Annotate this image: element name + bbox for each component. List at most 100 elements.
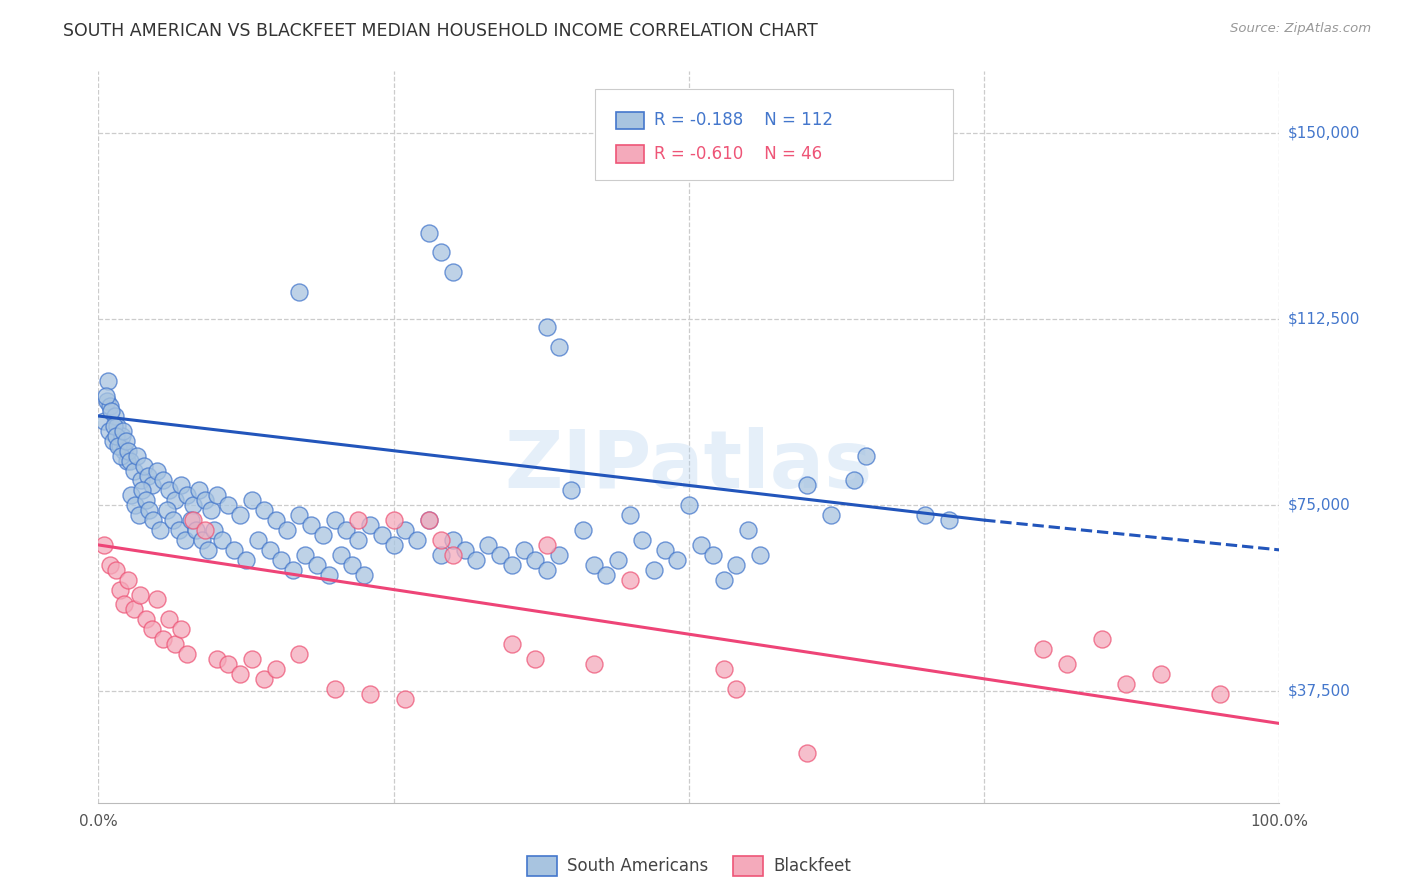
Point (94, 389, 117, 403)
Text: R = -0.610    N = 46: R = -0.610 N = 46 (654, 145, 823, 163)
Point (548, 340, 571, 354)
Point (98, 558, 121, 572)
Point (103, 418, 125, 433)
Point (725, 681, 748, 696)
Point (270, 553, 292, 567)
Point (157, 483, 180, 498)
Point (217, 498, 239, 512)
Point (536, 538, 558, 552)
Point (595, 567, 617, 582)
Point (796, 746, 818, 760)
Point (643, 563, 665, 577)
Point (1150, 666, 1173, 681)
Point (288, 285, 311, 299)
Point (583, 657, 606, 671)
Point (299, 518, 322, 533)
Point (176, 488, 198, 502)
Point (312, 528, 335, 542)
Point (477, 538, 499, 552)
Point (112, 443, 135, 458)
Point (170, 478, 193, 492)
Point (128, 588, 150, 602)
Point (129, 474, 152, 488)
Point (702, 548, 724, 562)
Point (630, 533, 652, 547)
Point (441, 533, 464, 547)
Point (820, 508, 842, 523)
Point (607, 553, 630, 567)
Point (305, 558, 328, 572)
Point (524, 652, 547, 666)
Point (191, 533, 214, 547)
Point (359, 518, 381, 533)
Point (170, 622, 193, 636)
Point (501, 558, 523, 572)
Point (512, 542, 534, 557)
Point (430, 533, 453, 547)
Point (181, 498, 204, 512)
Point (110, 449, 132, 463)
Point (335, 523, 357, 537)
Point (914, 508, 936, 523)
Point (489, 548, 512, 562)
Point (176, 647, 198, 661)
Text: $75,000: $75,000 (1288, 498, 1351, 513)
Point (181, 513, 204, 527)
Point (394, 523, 416, 537)
Point (194, 493, 217, 508)
Point (453, 542, 475, 557)
Point (844, 474, 866, 488)
Point (121, 488, 143, 502)
Point (135, 612, 157, 626)
Point (276, 523, 298, 537)
Point (418, 513, 440, 527)
Point (560, 483, 582, 498)
Point (120, 453, 142, 467)
Text: $37,500: $37,500 (1288, 684, 1351, 698)
Point (105, 429, 128, 443)
Point (264, 513, 287, 527)
Point (217, 657, 239, 671)
Point (323, 681, 346, 696)
Point (583, 558, 606, 572)
Point (1209, 687, 1232, 701)
Point (536, 319, 558, 334)
Point (418, 513, 440, 527)
Point (111, 429, 134, 443)
Point (524, 553, 547, 567)
Point (186, 523, 208, 537)
Point (165, 637, 187, 651)
Point (96, 394, 118, 409)
Point (654, 542, 676, 557)
Point (156, 503, 179, 517)
Point (141, 622, 163, 636)
Point (93, 538, 115, 552)
Point (104, 409, 127, 423)
Point (288, 508, 311, 523)
Point (342, 558, 364, 572)
Point (152, 632, 174, 647)
Point (165, 493, 187, 508)
Point (240, 493, 263, 508)
Point (173, 533, 195, 547)
Point (430, 548, 453, 562)
Point (394, 691, 416, 706)
Point (418, 226, 440, 240)
Point (194, 523, 217, 537)
Point (131, 483, 153, 498)
Point (157, 612, 180, 626)
Point (117, 573, 139, 587)
Point (571, 523, 593, 537)
Point (347, 533, 370, 547)
Point (619, 508, 641, 523)
Point (108, 439, 131, 453)
Point (187, 483, 209, 498)
Point (229, 508, 252, 523)
Point (142, 513, 165, 527)
Point (167, 523, 190, 537)
Point (796, 478, 818, 492)
Point (98, 424, 121, 438)
Point (288, 647, 311, 661)
Point (713, 573, 735, 587)
Point (371, 528, 394, 542)
